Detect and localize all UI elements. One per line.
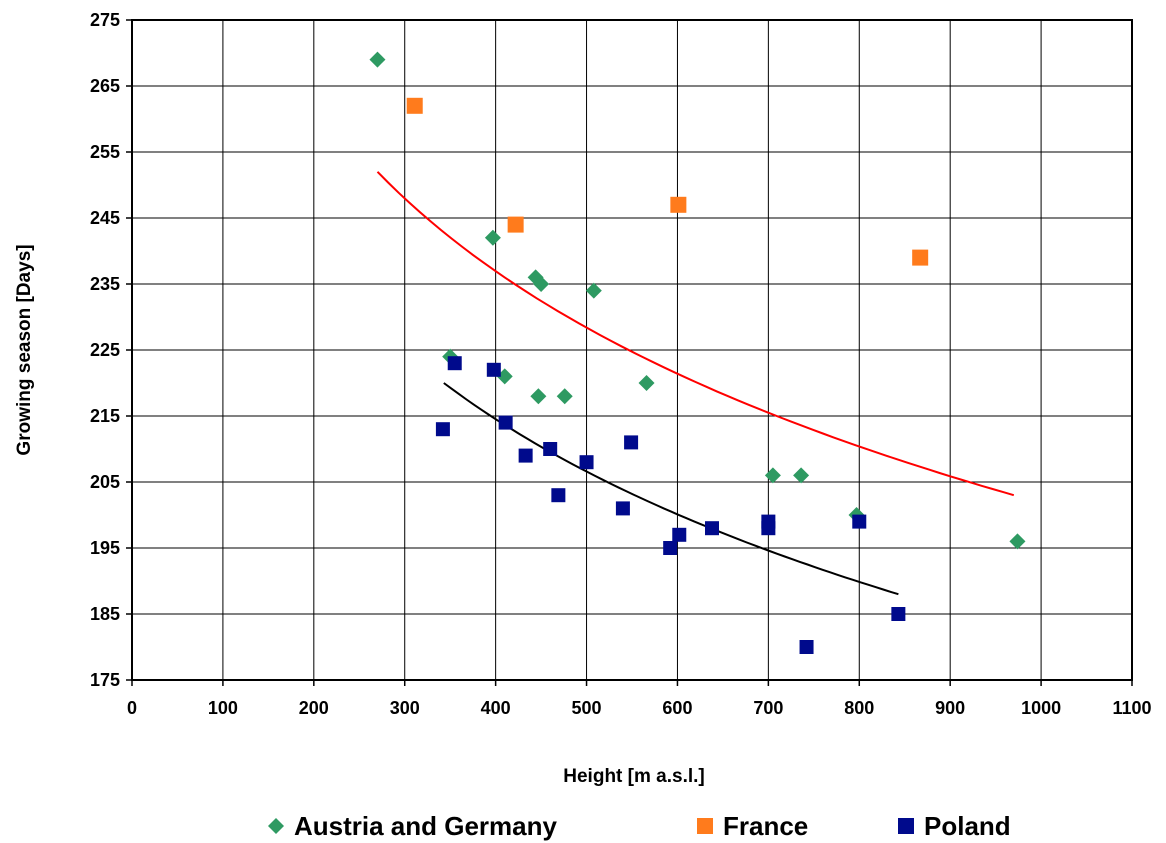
data-point-austria-and-germany bbox=[585, 282, 602, 299]
data-point-poland bbox=[551, 488, 566, 503]
trendline bbox=[376, 171, 1015, 497]
data-point-poland bbox=[663, 541, 678, 555]
data-point-poland bbox=[672, 527, 687, 542]
y-tick-label: 275 bbox=[90, 10, 120, 30]
legend-item-austria-and-germany: Austria and Germany bbox=[268, 811, 558, 841]
y-tick-label: 195 bbox=[90, 538, 120, 558]
x-axis-title: Height [m a.s.l.] bbox=[563, 766, 704, 787]
data-point-france bbox=[670, 196, 687, 213]
y-tick-label: 175 bbox=[90, 670, 120, 690]
data-point-poland bbox=[579, 455, 594, 470]
x-tick-label: 1000 bbox=[1021, 698, 1061, 718]
x-tick-label: 300 bbox=[390, 698, 420, 718]
x-tick-label: 200 bbox=[299, 698, 329, 718]
y-tick-label: 215 bbox=[90, 406, 120, 426]
y-tick-label: 235 bbox=[90, 274, 120, 294]
x-axis-tick-labels: 0 100 200 300 400 500 600 700 800 900 1000 1100 bbox=[127, 680, 1152, 718]
trendline bbox=[443, 382, 899, 596]
data-point-poland bbox=[447, 356, 462, 371]
legend-marker-austria-and-germany bbox=[268, 818, 284, 834]
data-point-austria-and-germany bbox=[533, 276, 550, 292]
legend-label-austria-and-germany: Austria and Germany bbox=[294, 811, 558, 841]
x-tick-label: 800 bbox=[844, 698, 874, 718]
data-point-france bbox=[507, 216, 524, 233]
legend-label-poland: Poland bbox=[924, 811, 1011, 841]
data-point-poland bbox=[543, 442, 558, 456]
data-point-austria-and-germany bbox=[556, 388, 573, 405]
data-point-poland bbox=[615, 501, 630, 516]
data-point-poland bbox=[486, 362, 501, 377]
legend-marker-poland bbox=[898, 818, 914, 834]
data-point-poland bbox=[705, 521, 719, 536]
data-point-poland bbox=[498, 415, 513, 430]
data-point-austria-and-germany bbox=[369, 51, 386, 68]
data-point-poland bbox=[761, 521, 776, 536]
y-tick-label: 185 bbox=[90, 604, 120, 624]
legend-marker-france bbox=[697, 818, 713, 834]
data-point-austria-and-germany bbox=[484, 229, 501, 246]
legend: Austria and Germany France Poland bbox=[268, 811, 1011, 841]
y-tick-label: 205 bbox=[90, 472, 120, 492]
data-point-austria-and-germany bbox=[1009, 533, 1026, 550]
x-tick-label: 700 bbox=[753, 698, 783, 718]
data-point-austria-and-germany bbox=[764, 467, 781, 484]
data-point-poland bbox=[891, 607, 906, 621]
x-tick-label: 400 bbox=[481, 698, 511, 718]
y-axis-title: Growing season [Days] bbox=[14, 244, 35, 455]
x-tick-label: 500 bbox=[572, 698, 602, 718]
data-point-poland bbox=[435, 422, 450, 437]
x-tick-label: 100 bbox=[208, 698, 238, 718]
y-tick-label: 225 bbox=[90, 340, 120, 360]
x-tick-label: 900 bbox=[935, 698, 965, 718]
data-point-poland bbox=[518, 448, 533, 463]
x-tick-label: 600 bbox=[662, 698, 692, 718]
legend-item-poland: Poland bbox=[898, 811, 1011, 841]
data-point-poland bbox=[624, 435, 639, 450]
data-point-austria-and-germany bbox=[638, 375, 655, 391]
legend-item-france: France bbox=[697, 811, 808, 841]
y-tick-label: 245 bbox=[90, 208, 120, 228]
x-tick-label: 0 bbox=[127, 698, 137, 718]
data-points bbox=[369, 51, 1026, 654]
data-point-poland bbox=[799, 640, 814, 654]
legend-label-france: France bbox=[723, 811, 808, 841]
y-tick-label: 255 bbox=[90, 142, 120, 162]
data-point-france bbox=[912, 249, 929, 266]
data-point-france bbox=[406, 97, 423, 114]
y-axis-tick-labels: 175 185 195 205 215 225 235 245 255 265 275 bbox=[90, 10, 132, 690]
trendlines bbox=[376, 171, 1015, 596]
data-point-poland bbox=[852, 514, 867, 529]
data-point-austria-and-germany bbox=[530, 388, 547, 405]
grid bbox=[131, 19, 1133, 681]
data-point-austria-and-germany bbox=[793, 467, 810, 484]
x-tick-label: 1100 bbox=[1112, 698, 1151, 718]
y-tick-label: 265 bbox=[90, 76, 120, 96]
